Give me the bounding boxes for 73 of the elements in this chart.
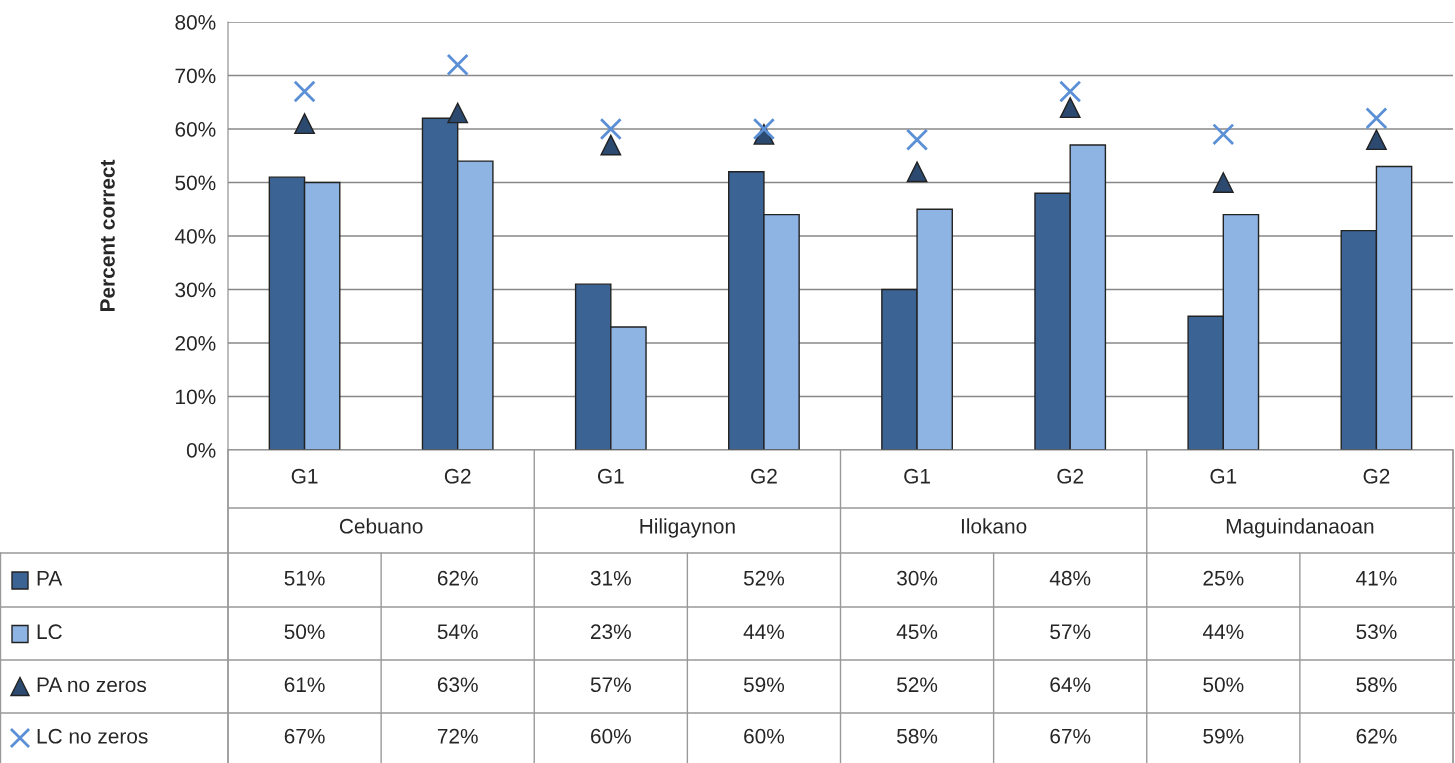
data-label: 52% <box>897 677 938 693</box>
y-tick-label: 30% <box>175 282 216 298</box>
x-tick-label: G2 <box>751 468 777 484</box>
point <box>1212 123 1235 146</box>
legend-label: PA no zeros <box>37 677 147 693</box>
data-label: 41% <box>1356 570 1397 586</box>
text: Cebuano <box>339 518 423 534</box>
x-tick-label: G1 <box>291 468 318 484</box>
y-axis-title: Percent correct <box>100 159 115 312</box>
text: Ilokano <box>961 518 1027 534</box>
point <box>447 102 469 124</box>
point <box>1366 129 1387 151</box>
data-label: 31% <box>590 570 631 586</box>
data-label: 62% <box>1356 728 1397 744</box>
data-label: 44% <box>1202 624 1244 640</box>
y-tick-label: 50% <box>175 175 216 191</box>
data-label: 25% <box>1203 570 1244 586</box>
legend-label: LC <box>37 624 62 640</box>
point <box>294 113 315 135</box>
point <box>293 80 316 103</box>
legend-label: LC no zeros <box>37 728 148 744</box>
x-tick-label: G1 <box>904 468 930 484</box>
data-label: 59% <box>743 677 785 693</box>
data-label: 62% <box>437 570 478 586</box>
data-label: 60% <box>744 728 785 744</box>
x-tick-label: G1 <box>1210 468 1237 484</box>
data-label: 54% <box>437 624 478 640</box>
x-tick-label: G2 <box>1363 468 1390 484</box>
data-label: 50% <box>284 624 325 640</box>
point <box>1212 172 1234 193</box>
data-label: 67% <box>284 728 325 744</box>
data-label: 57% <box>1050 624 1091 640</box>
x-tick-label: G2 <box>444 468 471 484</box>
y-tick-label: 40% <box>174 229 216 244</box>
point <box>600 134 622 156</box>
y-tick-label: 70% <box>175 68 216 84</box>
data-label: 63% <box>437 677 478 693</box>
point <box>1059 80 1082 103</box>
x-tick-label: G2 <box>1057 468 1084 484</box>
point <box>752 117 776 141</box>
point <box>906 161 928 183</box>
data-label: 23% <box>591 624 631 640</box>
y-tick-label: 80% <box>175 15 216 30</box>
data-label: 30% <box>897 570 938 586</box>
data-label: 51% <box>284 570 325 586</box>
point <box>599 117 622 141</box>
y-tick-label: 20% <box>175 336 216 351</box>
data-label: 59% <box>1203 728 1244 744</box>
data-label: 48% <box>1049 570 1091 586</box>
data-label: 64% <box>1050 677 1091 693</box>
point <box>905 128 929 151</box>
text: Maguindanaoan <box>1226 518 1374 538</box>
data-label: 72% <box>437 728 478 744</box>
data-label: 52% <box>743 570 785 586</box>
y-tick-label: 10% <box>176 389 216 405</box>
point <box>446 53 469 76</box>
data-label: 44% <box>743 624 785 640</box>
text: Hiligaynon <box>640 518 735 538</box>
legend-label: PA <box>37 571 63 586</box>
x-tick-label: G1 <box>597 468 624 484</box>
data-label: 57% <box>590 677 631 693</box>
point <box>1059 97 1081 119</box>
data-label: 61% <box>284 677 325 693</box>
data-label: 45% <box>896 624 938 640</box>
point <box>1365 107 1388 130</box>
y-tick-label: 0% <box>186 443 216 458</box>
data-label: 58% <box>1356 677 1397 693</box>
data-label: 58% <box>897 728 938 744</box>
data-label: 53% <box>1356 624 1397 640</box>
data-label: 50% <box>1203 677 1244 693</box>
y-tick-label: 60% <box>175 122 216 137</box>
data-label: 67% <box>1050 728 1091 744</box>
data-label: 60% <box>591 728 631 744</box>
